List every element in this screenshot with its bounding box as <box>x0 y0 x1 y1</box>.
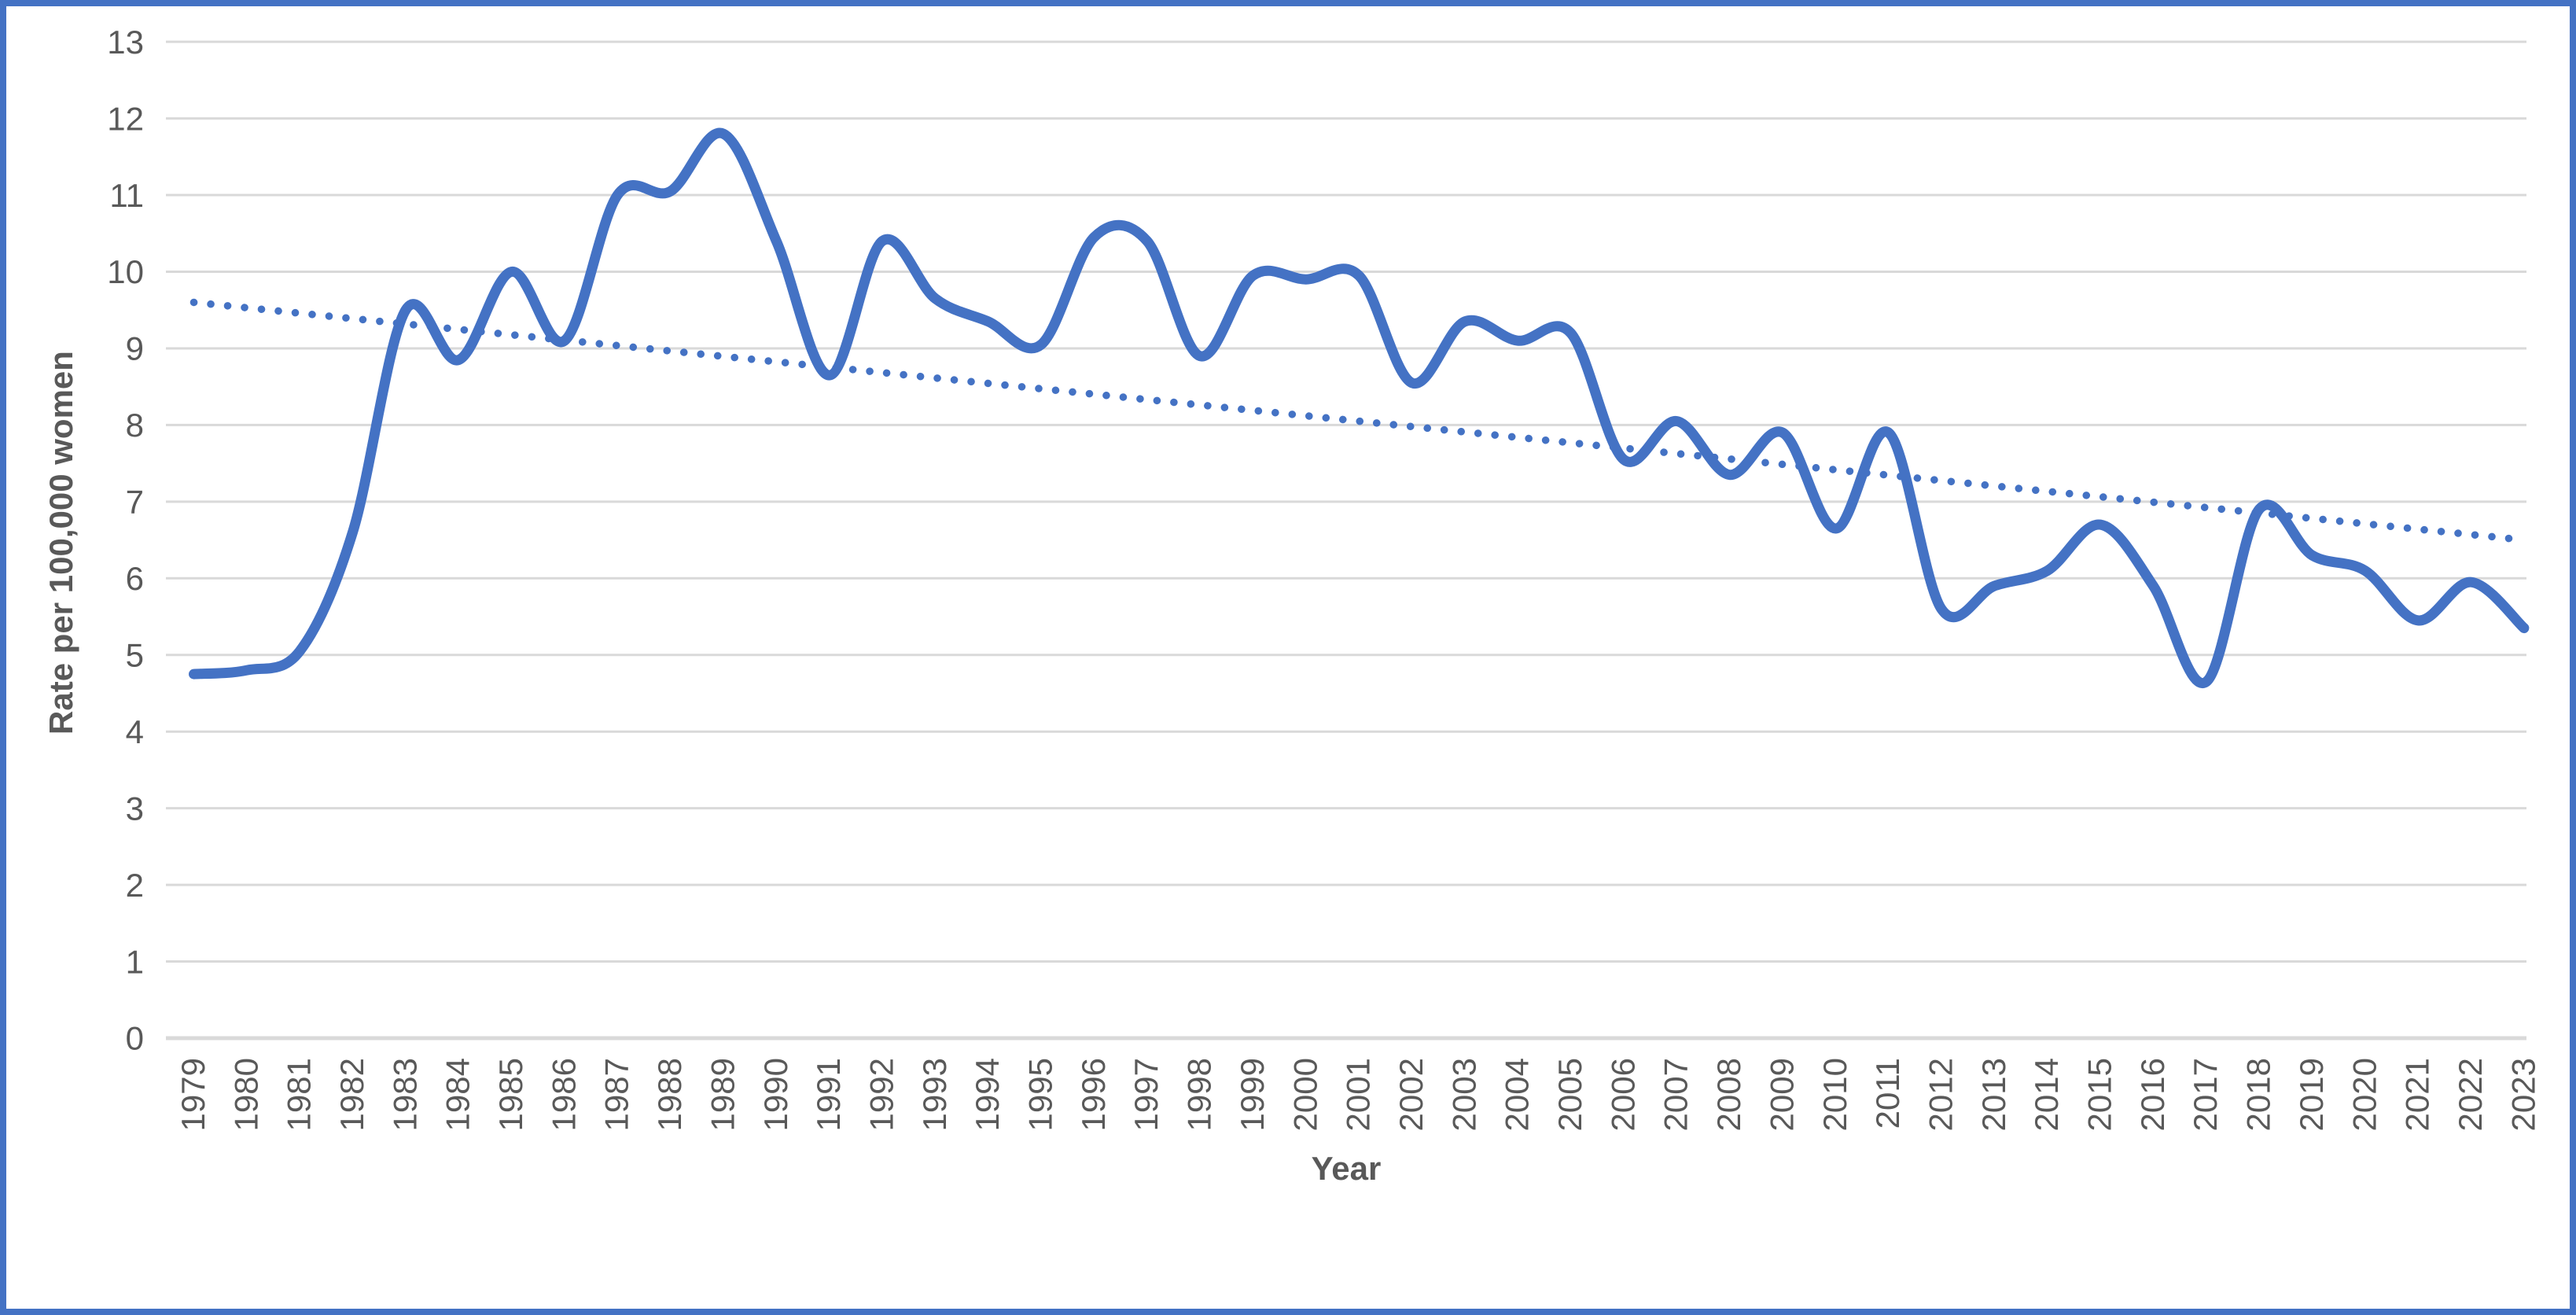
x-tick-label: 2021 <box>2399 1058 2436 1131</box>
x-tick-label: 1990 <box>757 1058 794 1131</box>
rate-line <box>189 127 2530 689</box>
x-tick-label: 2011 <box>1869 1058 1906 1129</box>
x-tick-label: 1993 <box>916 1058 953 1131</box>
y-tick-label: 5 <box>126 636 144 673</box>
x-tick-label: 1985 <box>492 1058 529 1131</box>
x-tick-label: 1986 <box>545 1058 582 1131</box>
x-tick-label: 1994 <box>969 1058 1006 1131</box>
x-tick-label: 2001 <box>1340 1058 1377 1131</box>
x-tick-label: 1991 <box>810 1058 847 1131</box>
x-tick-label: 1980 <box>227 1058 264 1131</box>
y-axis-title: Rate per 100,000 women <box>42 351 79 735</box>
x-tick-label: 2005 <box>1551 1058 1588 1131</box>
y-tick-label: 0 <box>126 1020 144 1057</box>
x-tick-label: 1987 <box>598 1058 635 1131</box>
x-tick-label: 1982 <box>333 1058 370 1131</box>
y-tick-label: 6 <box>126 560 144 597</box>
x-tick-label: 1996 <box>1075 1058 1112 1131</box>
x-tick-label: 2006 <box>1604 1058 1641 1131</box>
x-tick-label: 2016 <box>2134 1058 2171 1131</box>
x-tick-label: 2020 <box>2346 1058 2383 1131</box>
x-tick-label: 1988 <box>651 1058 688 1131</box>
x-tick-label: 1998 <box>1181 1058 1218 1131</box>
x-tick-label: 2017 <box>2187 1058 2224 1131</box>
x-tick-label: 2009 <box>1763 1058 1800 1131</box>
x-tick-label: 1997 <box>1128 1058 1165 1131</box>
x-tick-label: 1995 <box>1022 1058 1059 1131</box>
x-tick-label: 2010 <box>1816 1058 1853 1131</box>
y-tick-label: 7 <box>126 484 144 521</box>
x-tick-label: 1992 <box>863 1058 900 1131</box>
x-tick-label: 2007 <box>1658 1058 1695 1131</box>
trendline-dotted <box>190 298 2528 544</box>
x-tick-label: 2019 <box>2293 1058 2330 1131</box>
y-tick-label: 9 <box>126 330 144 367</box>
y-tick-label: 4 <box>126 713 144 750</box>
x-axis-tick-labels: 1979 1980 1981 1982 1983 1984 1985 1986 1987 1988… <box>175 1058 2541 1131</box>
x-tick-label: 2015 <box>2081 1058 2118 1131</box>
y-tick-label: 2 <box>126 867 144 904</box>
x-tick-label: 2008 <box>1710 1058 1747 1131</box>
y-tick-label: 8 <box>126 407 144 444</box>
x-tick-label: 1979 <box>175 1058 212 1131</box>
gridlines <box>166 40 2526 1041</box>
x-tick-label: 1981 <box>281 1058 318 1131</box>
y-tick-label: 10 <box>107 253 144 290</box>
x-tick-label: 2023 <box>2504 1058 2541 1131</box>
x-tick-label: 1989 <box>704 1058 741 1131</box>
x-axis-title: Year <box>1312 1150 1382 1187</box>
x-tick-label: 2022 <box>2452 1058 2489 1131</box>
x-tick-label: 2014 <box>2028 1058 2065 1131</box>
x-tick-label: 2002 <box>1393 1058 1430 1131</box>
x-tick-label: 2000 <box>1286 1058 1323 1131</box>
x-tick-label: 2003 <box>1445 1058 1482 1131</box>
y-tick-label: 12 <box>107 100 144 137</box>
y-tick-label: 13 <box>107 24 144 61</box>
x-tick-label: 2018 <box>2240 1058 2277 1131</box>
x-tick-label: 1999 <box>1234 1058 1271 1131</box>
x-tick-label: 1983 <box>386 1058 423 1131</box>
x-tick-label: 2013 <box>1975 1058 2012 1131</box>
x-tick-label: 2012 <box>1922 1058 1959 1131</box>
x-tick-label: 1984 <box>440 1058 477 1131</box>
y-tick-label: 11 <box>109 177 144 214</box>
x-tick-label: 2004 <box>1499 1058 1536 1131</box>
y-tick-label: 1 <box>126 943 144 980</box>
y-tick-label: 3 <box>126 790 144 827</box>
